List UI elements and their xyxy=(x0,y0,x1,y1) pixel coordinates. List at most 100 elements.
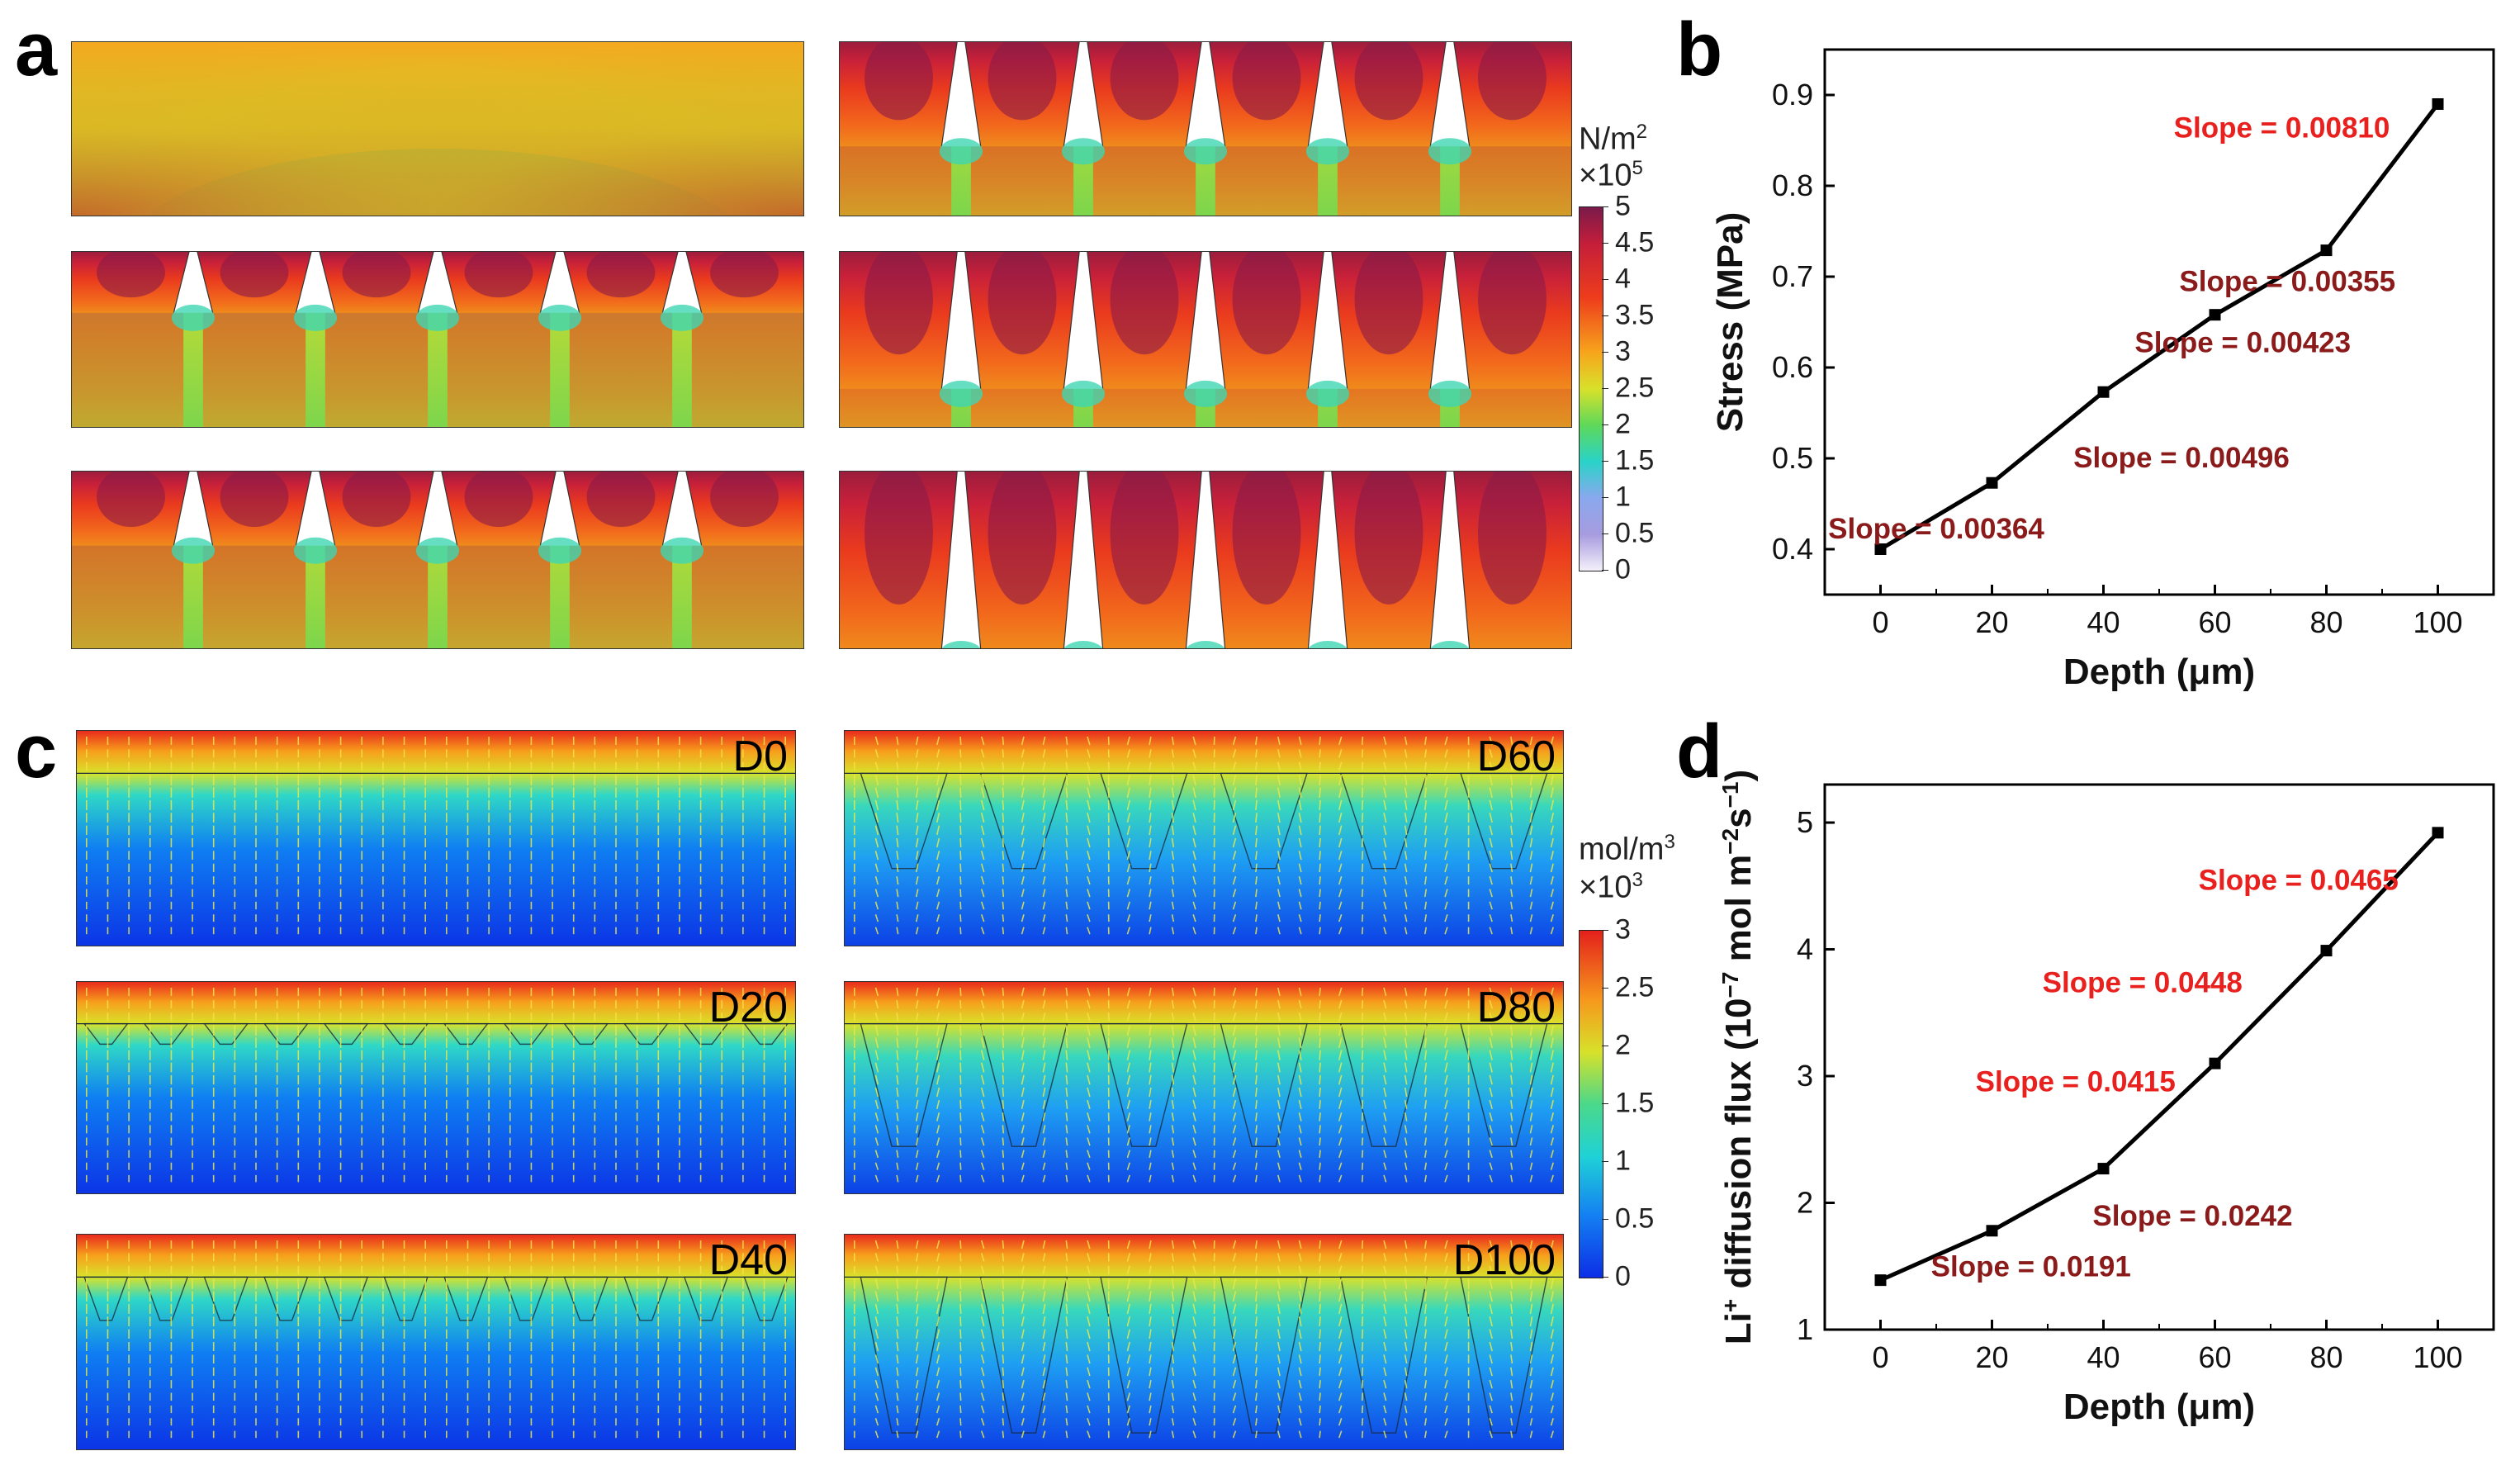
stress-chart-y-tick-label: 0.7 xyxy=(1772,259,1813,293)
stress-chart-slope-annotation: Slope = 0.00423 xyxy=(2134,326,2351,358)
stress-colorbar-tick: 4.5 xyxy=(1615,226,1655,258)
conc-colorbar-unit: mol/m3 xyxy=(1579,831,1675,867)
stress-chart-x-axis-title: Depth (μm) xyxy=(2063,652,2255,692)
conc-label-d40: D40 xyxy=(708,1236,788,1284)
conc-map-d80: D80 xyxy=(844,981,1564,1194)
stress-chart-data-point xyxy=(2432,98,2444,110)
conc-colorbar-tick: 0.5 xyxy=(1615,1202,1655,1235)
stress-chart-y-tick-label: 0.9 xyxy=(1772,78,1813,111)
conc-label-d0: D0 xyxy=(732,733,788,780)
stress-chart-slope-annotation: Slope = 0.00496 xyxy=(2073,442,2290,474)
panel-label-a: a xyxy=(15,7,58,92)
conc-colorbar-tick: 1.5 xyxy=(1615,1087,1655,1119)
stress-chart-y-tick-label: 0.5 xyxy=(1772,441,1813,475)
stress-chart-y-axis-title: Stress (MPa) xyxy=(1710,212,1750,433)
flux-chart-y-tick-label: 3 xyxy=(1797,1059,1813,1093)
stress-chart-slope-annotation: Slope = 0.00810 xyxy=(2174,112,2390,145)
flux-chart-y-axis-title: Li+ diffusion flux (10−7 mol m−2s−1) xyxy=(1717,770,1760,1344)
conc-map-d0: D0 xyxy=(76,730,796,946)
stress-colorbar-tick-mark xyxy=(1602,279,1608,280)
stress-chart-x-tick-label: 60 xyxy=(2198,605,2231,639)
stress-map-d0 xyxy=(71,41,804,216)
stress-chart-data-point xyxy=(2209,309,2221,321)
stress-colorbar-tick: 2.5 xyxy=(1615,372,1655,404)
flux-chart-x-tick-label: 80 xyxy=(2309,1340,2342,1374)
stress-colorbar-tick-mark xyxy=(1602,352,1608,353)
flux-chart-slope-annotation: Slope = 0.0465 xyxy=(2199,864,2399,896)
stress-colorbar-tick-mark xyxy=(1602,570,1608,571)
conc-map-d60: D60 xyxy=(844,730,1564,946)
flux-chart-y-tick-label: 1 xyxy=(1797,1312,1813,1346)
conc-colorbar: mol/m3 ×103 3 2.5 2 1.5 1 0.5 0 xyxy=(1579,831,1694,1293)
flux-chart-x-tick-label: 60 xyxy=(2198,1340,2231,1374)
flux-chart-x-tick-label: 0 xyxy=(1872,1340,1888,1374)
flux-chart-slope-annotation: Slope = 0.0191 xyxy=(1931,1251,2131,1283)
conc-colorbar-tick-mark xyxy=(1602,1219,1608,1220)
flux-chart-data-point xyxy=(2320,945,2333,957)
stress-map-d80 xyxy=(839,251,1572,428)
stress-chart-data-point xyxy=(2320,244,2333,257)
stress-chart-data-point xyxy=(1986,477,1998,489)
stress-colorbar-tick-mark xyxy=(1602,315,1608,316)
flux-chart-slope-annotation: Slope = 0.0448 xyxy=(2043,967,2243,999)
stress-chart-x-tick-label: 20 xyxy=(1975,605,2008,639)
flux-chart-y-tick-label: 4 xyxy=(1797,932,1813,966)
stress-colorbar-tick-mark xyxy=(1602,424,1608,425)
stress-colorbar-tick-mark xyxy=(1602,388,1608,389)
panel-label-c: c xyxy=(15,709,58,794)
flux-chart-series-line xyxy=(1879,831,2440,1283)
stress-colorbar-unit: N/m2 xyxy=(1579,121,1648,157)
stress-colorbar-tick-mark xyxy=(1602,533,1608,534)
conc-map-d40: D40 xyxy=(76,1234,796,1450)
stress-colorbar-tick-mark xyxy=(1602,461,1608,462)
stress-chart-y-tick-label: 0.4 xyxy=(1772,532,1813,566)
flux-chart-slope-annotation: Slope = 0.0242 xyxy=(2092,1200,2292,1232)
panel-label-d: d xyxy=(1676,709,1723,794)
conc-colorbar-tick: 1 xyxy=(1615,1145,1631,1177)
stress-colorbar-tick: 5 xyxy=(1615,190,1631,222)
flux-chart-x-tick-label: 20 xyxy=(1975,1340,2008,1374)
flux-chart-slope-annotation: Slope = 0.0415 xyxy=(1976,1065,2176,1098)
stress-colorbar: N/m2 ×105 5 4.5 4 3.5 3 2.5 2 1.5 1 0.5 0 xyxy=(1579,121,1686,586)
flux-chart-y-tick-label: 5 xyxy=(1797,805,1813,839)
stress-colorbar-tick: 3 xyxy=(1615,335,1631,368)
stress-colorbar-tick: 2 xyxy=(1615,408,1631,440)
conc-label-d20: D20 xyxy=(708,984,788,1031)
stress-colorbar-tick: 0 xyxy=(1615,553,1631,586)
stress-chart-slope-annotation: Slope = 0.00364 xyxy=(1828,513,2044,545)
conc-colorbar-tick-mark xyxy=(1602,1161,1608,1162)
stress-colorbar-tick: 1 xyxy=(1615,481,1631,513)
conc-colorbar-scale: ×103 xyxy=(1579,869,1643,905)
stress-colorbar-tick: 1.5 xyxy=(1615,444,1655,477)
stress-colorbar-tick: 4 xyxy=(1615,263,1631,295)
flux-chart-x-axis-title: Depth (μm) xyxy=(2063,1387,2255,1427)
conc-map-d20: D20 xyxy=(76,981,796,1194)
conc-label-d60: D60 xyxy=(1476,733,1556,780)
stress-chart-y-tick-label: 0.6 xyxy=(1772,350,1813,384)
conc-colorbar-tick-mark xyxy=(1602,1103,1608,1104)
conc-map-d100: D100 xyxy=(844,1234,1564,1450)
stress-colorbar-tick-mark xyxy=(1602,243,1608,244)
flux-chart-data-point xyxy=(2432,827,2444,839)
flux-chart-data-point xyxy=(2097,1163,2110,1175)
conc-label-d100: D100 xyxy=(1452,1236,1556,1284)
stress-colorbar-gradient xyxy=(1579,206,1603,571)
stress-map-d20 xyxy=(71,251,804,428)
stress-colorbar-tick: 3.5 xyxy=(1615,299,1655,331)
stress-map-d100 xyxy=(839,471,1572,649)
conc-colorbar-tick: 3 xyxy=(1615,913,1631,946)
stress-chart-data-point xyxy=(1874,543,1887,555)
stress-chart-x-tick-label: 100 xyxy=(2413,605,2462,639)
flux-chart-x-tick-label: 40 xyxy=(2087,1340,2120,1374)
stress-chart-series-line xyxy=(1879,102,2440,552)
stress-chart-y-tick-label: 0.8 xyxy=(1772,168,1813,202)
stress-colorbar-tick-mark xyxy=(1602,206,1608,207)
conc-colorbar-tick-mark xyxy=(1602,1277,1608,1278)
stress-map-d40 xyxy=(71,471,804,649)
stress-colorbar-scale: ×105 xyxy=(1579,157,1643,193)
stress-chart-x-tick-label: 40 xyxy=(2087,605,2120,639)
stress-colorbar-tick-mark xyxy=(1602,497,1608,498)
panel-label-b: b xyxy=(1676,7,1723,92)
flux-chart-x-tick-label: 100 xyxy=(2413,1340,2462,1374)
conc-colorbar-tick-mark xyxy=(1602,988,1608,989)
